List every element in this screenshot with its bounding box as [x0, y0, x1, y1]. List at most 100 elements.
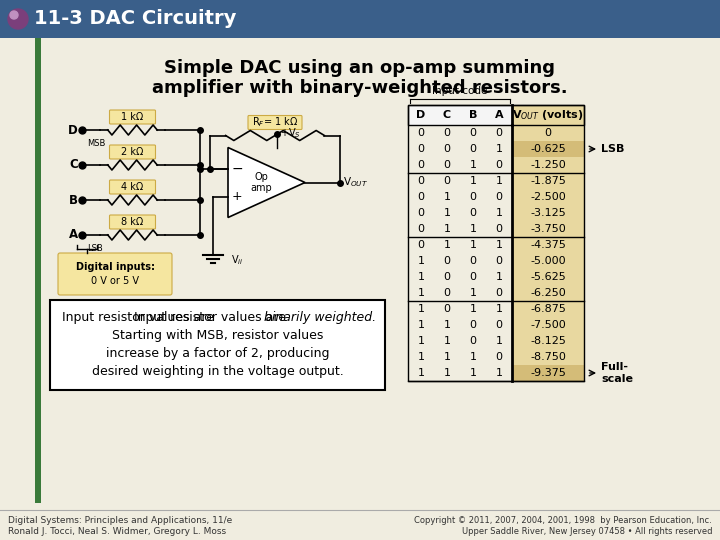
- Text: 1: 1: [469, 160, 477, 170]
- Text: 1: 1: [469, 240, 477, 250]
- Bar: [408, 105, 584, 125]
- Text: B: B: [69, 193, 78, 206]
- Bar: [0, 0, 720, 38]
- FancyBboxPatch shape: [109, 180, 156, 194]
- Text: 1: 1: [495, 336, 503, 346]
- Text: 1: 1: [495, 368, 503, 378]
- Bar: [408, 105, 584, 381]
- Bar: [50, 300, 385, 390]
- Circle shape: [8, 9, 28, 29]
- Text: 0: 0: [418, 192, 425, 202]
- Text: 0: 0: [444, 128, 451, 138]
- Text: B: B: [469, 110, 477, 120]
- Text: 1: 1: [495, 240, 503, 250]
- Text: Digital Systems: Principles and Applications, 11/e
Ronald J. Tocci, Neal S. Widm: Digital Systems: Principles and Applicat…: [8, 516, 233, 536]
- FancyBboxPatch shape: [58, 253, 172, 295]
- Text: 8 kΩ: 8 kΩ: [122, 217, 143, 227]
- Text: 4 kΩ: 4 kΩ: [122, 182, 143, 192]
- Text: 0: 0: [495, 160, 503, 170]
- Text: 2 kΩ: 2 kΩ: [121, 147, 144, 157]
- FancyBboxPatch shape: [109, 215, 156, 229]
- Text: 1: 1: [469, 304, 477, 314]
- Text: Input resistor values are: Input resistor values are: [133, 312, 289, 325]
- Text: 0: 0: [495, 224, 503, 234]
- FancyBboxPatch shape: [248, 116, 302, 130]
- Text: A: A: [69, 228, 78, 241]
- Text: +V$_S$: +V$_S$: [281, 126, 302, 140]
- Text: V$_{ii}$: V$_{ii}$: [231, 253, 243, 267]
- Text: 0: 0: [469, 208, 477, 218]
- Text: Full-
scale: Full- scale: [601, 362, 633, 384]
- Text: 1 kΩ: 1 kΩ: [122, 112, 143, 122]
- Bar: [512, 365, 584, 381]
- Text: 1: 1: [495, 272, 503, 282]
- Text: 0: 0: [495, 320, 503, 330]
- Text: 11-3 DAC Circuitry: 11-3 DAC Circuitry: [34, 10, 236, 29]
- Text: C: C: [443, 110, 451, 120]
- Text: 1: 1: [444, 368, 451, 378]
- Text: Copyright © 2011, 2007, 2004, 2001, 1998  by Pearson Education, Inc.
Upper Saddl: Copyright © 2011, 2007, 2004, 2001, 1998…: [414, 516, 712, 536]
- Text: Input resistor values are: Input resistor values are: [61, 312, 217, 325]
- Text: -9.375: -9.375: [530, 368, 566, 378]
- Text: 1: 1: [495, 304, 503, 314]
- Text: 0: 0: [418, 224, 425, 234]
- Text: 0: 0: [495, 288, 503, 298]
- Text: 0: 0: [418, 128, 425, 138]
- Text: 0: 0: [469, 336, 477, 346]
- Text: 1: 1: [444, 192, 451, 202]
- Text: 1: 1: [418, 320, 425, 330]
- Text: increase by a factor of 2, producing: increase by a factor of 2, producing: [106, 348, 329, 361]
- Text: 1: 1: [495, 208, 503, 218]
- Text: -5.625: -5.625: [530, 272, 566, 282]
- Circle shape: [10, 11, 18, 19]
- Text: 0: 0: [444, 160, 451, 170]
- Text: 1: 1: [495, 176, 503, 186]
- Text: 1: 1: [469, 176, 477, 186]
- Text: MSB: MSB: [87, 139, 105, 148]
- Text: 0: 0: [469, 256, 477, 266]
- Text: -2.500: -2.500: [530, 192, 566, 202]
- Text: 0: 0: [469, 144, 477, 154]
- Text: -6.250: -6.250: [530, 288, 566, 298]
- Text: 0: 0: [444, 272, 451, 282]
- Text: -3.750: -3.750: [530, 224, 566, 234]
- Text: 1: 1: [418, 256, 425, 266]
- Text: V$_{OUT}$: V$_{OUT}$: [343, 176, 368, 190]
- Text: -8.750: -8.750: [530, 352, 566, 362]
- Text: C: C: [69, 159, 78, 172]
- Text: 1: 1: [469, 352, 477, 362]
- Text: V$_{OUT}$ (volts): V$_{OUT}$ (volts): [513, 108, 584, 122]
- Text: 1: 1: [418, 336, 425, 346]
- Text: 1: 1: [418, 352, 425, 362]
- Text: 0: 0: [495, 256, 503, 266]
- FancyBboxPatch shape: [109, 110, 156, 124]
- Bar: [512, 125, 584, 381]
- Text: 0: 0: [444, 176, 451, 186]
- Text: Starting with MSB, resistor values: Starting with MSB, resistor values: [112, 329, 323, 342]
- Text: 1: 1: [444, 320, 451, 330]
- Text: 0: 0: [444, 288, 451, 298]
- Text: 0 V or 5 V: 0 V or 5 V: [91, 276, 139, 286]
- Text: 0: 0: [469, 128, 477, 138]
- Text: D: D: [416, 110, 426, 120]
- FancyBboxPatch shape: [109, 145, 156, 159]
- Bar: [512, 141, 584, 157]
- Text: R$_F$= 1 kΩ: R$_F$= 1 kΩ: [252, 116, 298, 130]
- Text: 0: 0: [444, 304, 451, 314]
- Text: 1: 1: [418, 272, 425, 282]
- Text: 1: 1: [444, 336, 451, 346]
- Text: -1.250: -1.250: [530, 160, 566, 170]
- Text: LSB: LSB: [87, 244, 103, 253]
- Text: -8.125: -8.125: [530, 336, 566, 346]
- Text: 0: 0: [495, 192, 503, 202]
- Text: 1: 1: [469, 368, 477, 378]
- Bar: [408, 105, 584, 125]
- Text: binarily weighted.: binarily weighted.: [264, 312, 376, 325]
- Text: 0: 0: [418, 208, 425, 218]
- Text: 0: 0: [544, 128, 552, 138]
- Text: 0: 0: [469, 272, 477, 282]
- Text: 1: 1: [444, 352, 451, 362]
- Text: 1: 1: [444, 224, 451, 234]
- Text: 0: 0: [469, 320, 477, 330]
- Text: 0: 0: [444, 144, 451, 154]
